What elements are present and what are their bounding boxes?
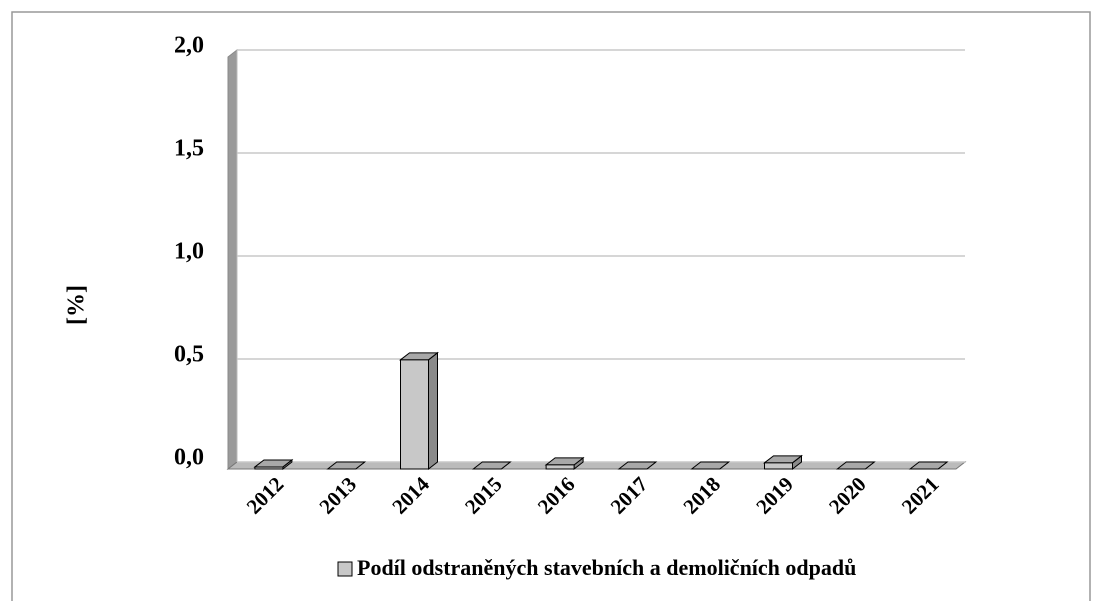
y-tick-label: 0,5	[174, 342, 204, 368]
bar-face	[254, 466, 284, 470]
bar-face	[764, 462, 793, 470]
bar-face	[400, 359, 429, 470]
bar	[763, 454, 803, 471]
y-tick-label: 0,0	[174, 445, 204, 471]
bar	[690, 461, 731, 470]
chart-frame	[11, 11, 1091, 601]
bar	[835, 461, 876, 470]
legend-label: Podíl odstraněných stavebních a demoličn…	[357, 555, 856, 580]
x-tick-label: 2019	[751, 472, 798, 519]
bar	[326, 461, 367, 470]
side-wall	[227, 48, 238, 471]
y-axis-title: [%]	[64, 285, 90, 325]
bar	[471, 461, 512, 470]
bar	[617, 461, 658, 470]
bar-face	[545, 464, 575, 470]
y-tick-label: 1,5	[174, 136, 204, 162]
bar	[253, 458, 294, 471]
x-tick-label: 2013	[314, 472, 361, 519]
bar-face	[428, 351, 438, 471]
x-tick-label: 2014	[387, 472, 434, 519]
x-tick-label: 2021	[897, 472, 944, 519]
x-tick-label: 2016	[533, 472, 580, 519]
x-tick-label: 2012	[242, 472, 289, 519]
x-tick-label: 2015	[460, 472, 507, 519]
x-tick-label: 2018	[678, 472, 725, 519]
x-tick-label: 2020	[824, 472, 871, 519]
legend-swatch	[337, 561, 353, 577]
bar	[399, 351, 439, 471]
y-tick-label: 1,0	[174, 239, 204, 265]
x-tick-label: 2017	[606, 472, 653, 519]
bar	[908, 461, 949, 470]
y-tick-label: 2,0	[174, 33, 204, 59]
bar	[544, 456, 585, 471]
